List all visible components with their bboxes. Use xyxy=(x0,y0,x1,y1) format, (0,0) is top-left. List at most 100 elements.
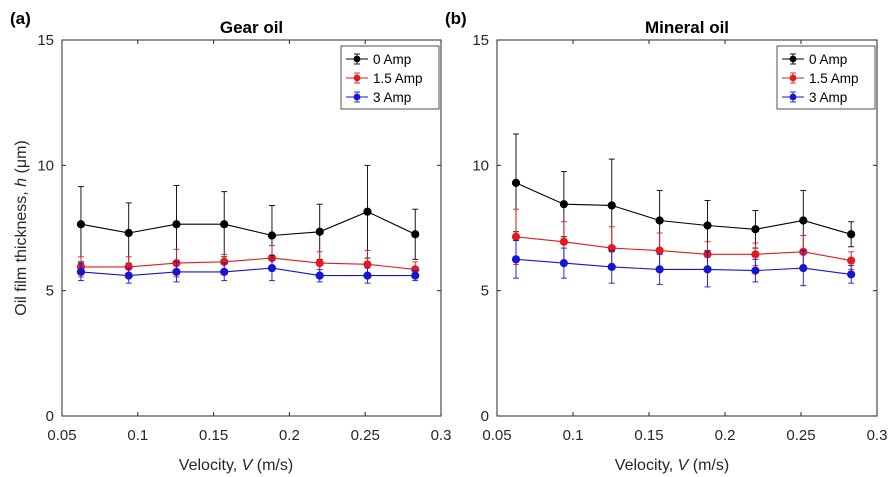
x-tick-label: 0.1 xyxy=(563,427,584,444)
data-point xyxy=(220,220,229,229)
legend-label: 3 Amp xyxy=(809,90,847,105)
series-3-amp xyxy=(76,255,420,284)
data-point xyxy=(847,230,856,239)
y-tick-label: 5 xyxy=(46,283,54,300)
data-point xyxy=(559,237,568,246)
data-point xyxy=(655,246,664,255)
panel-label: (a) xyxy=(10,9,31,28)
data-point xyxy=(751,250,760,259)
y-axis-label: Oil film thickness, h (μm) xyxy=(13,140,30,315)
legend-item: 1.5 Amp xyxy=(782,71,859,86)
data-point xyxy=(607,262,616,271)
panel-label: (b) xyxy=(445,9,467,28)
series-line xyxy=(515,258,852,275)
series-0-amp xyxy=(76,164,420,267)
x-axis-label-b: Velocity, V (m/s) xyxy=(615,457,729,474)
data-point xyxy=(655,216,664,225)
data-point xyxy=(267,231,277,240)
y-tick-label: 15 xyxy=(472,32,489,49)
series-line xyxy=(80,257,416,270)
legend-label: 3 Amp xyxy=(373,90,411,105)
panel-title: Mineral oil xyxy=(645,18,729,37)
data-point xyxy=(511,232,521,241)
x-tick-label: 0.05 xyxy=(47,427,76,444)
legend-marker xyxy=(789,74,797,82)
data-point xyxy=(847,256,856,265)
legend-item: 3 Amp xyxy=(782,90,847,105)
data-point xyxy=(363,271,372,280)
data-point xyxy=(511,178,521,187)
plot-frame xyxy=(61,39,442,417)
data-point xyxy=(315,271,324,280)
data-point xyxy=(172,267,181,276)
legend-item: 3 Amp xyxy=(346,90,411,105)
y-tick-label: 5 xyxy=(481,283,489,300)
data-point xyxy=(655,265,664,274)
data-point xyxy=(751,225,760,234)
data-point xyxy=(124,228,133,238)
data-point xyxy=(220,267,229,276)
data-point xyxy=(607,201,616,210)
data-point xyxy=(315,258,324,268)
y-tick-label: 10 xyxy=(472,157,489,174)
x-tick-label: 0.1 xyxy=(127,427,148,444)
data-point xyxy=(363,260,372,269)
panel-gear-oil: (a) Gear oil 0.05 0.1 0.15 0.2 0.25 0.3 0 5 10 15 0 … xyxy=(10,9,451,444)
legend: 0 Amp 1.5 Amp 3 Amp xyxy=(340,45,440,110)
data-point xyxy=(799,264,808,273)
data-point xyxy=(559,200,568,209)
legend-marker xyxy=(353,74,361,82)
x-tick-label: 0.05 xyxy=(482,427,511,444)
series-3-amp xyxy=(511,240,856,288)
y-tick-label: 15 xyxy=(37,32,54,49)
series-line xyxy=(515,236,852,262)
legend: 0 Amp 1.5 Amp 3 Amp xyxy=(776,45,876,110)
x-tick-label: 0.25 xyxy=(351,427,380,444)
data-point xyxy=(363,207,372,216)
x-tick-label: 0.3 xyxy=(867,427,888,444)
legend-label: 0 Amp xyxy=(373,52,411,67)
x-axis-label-a: Velocity, V (m/s) xyxy=(179,457,293,474)
data-point xyxy=(751,266,760,275)
legend-marker xyxy=(789,93,797,101)
x-tick-label: 0.3 xyxy=(431,427,452,444)
x-tick-label: 0.2 xyxy=(715,427,736,444)
x-tick-label: 0.15 xyxy=(199,427,228,444)
legend-marker xyxy=(353,55,361,63)
data-point xyxy=(124,271,133,280)
legend-item: 0 Amp xyxy=(346,52,411,67)
data-point xyxy=(76,220,86,229)
y-tick-label: 10 xyxy=(37,157,54,174)
data-point xyxy=(172,220,181,229)
series-line xyxy=(515,182,852,235)
panel-title: Gear oil xyxy=(220,18,283,37)
series-line xyxy=(80,267,416,277)
plot-frame xyxy=(496,39,878,417)
legend-label: 1.5 Amp xyxy=(373,71,423,86)
data-point xyxy=(847,270,856,279)
y-tick-label: 0 xyxy=(481,408,489,425)
y-tick-label: 0 xyxy=(46,408,54,425)
data-point xyxy=(511,255,521,264)
series-line xyxy=(80,211,416,237)
data-point xyxy=(315,227,324,236)
x-tick-label: 0.15 xyxy=(634,427,663,444)
data-point xyxy=(799,216,808,225)
legend-label: 1.5 Amp xyxy=(809,71,859,86)
x-tick-label: 0.2 xyxy=(279,427,300,444)
data-point xyxy=(559,258,568,268)
data-point xyxy=(267,264,277,273)
data-point xyxy=(411,230,420,239)
legend-marker xyxy=(353,93,361,101)
legend-item: 1.5 Amp xyxy=(346,71,423,86)
x-tick-label: 0.25 xyxy=(786,427,815,444)
data-point xyxy=(703,265,712,274)
legend-item: 0 Amp xyxy=(782,52,847,67)
data-point xyxy=(703,221,712,230)
data-point xyxy=(411,271,420,280)
panel-mineral-oil: (b) Mineral oil 0.05 0.1 0.15 0.2 0.25 0.3 0 5 10 1… xyxy=(445,9,887,444)
data-point xyxy=(76,267,86,276)
legend-label: 0 Amp xyxy=(809,52,847,67)
legend-marker xyxy=(789,55,797,63)
